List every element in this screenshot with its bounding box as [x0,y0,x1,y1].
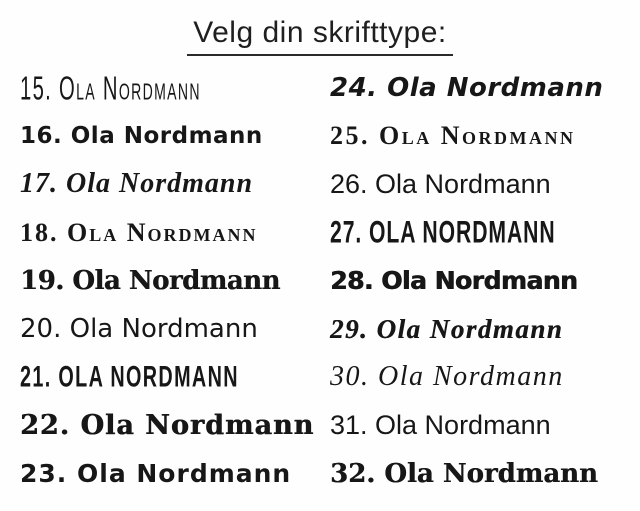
font-sample-22[interactable]: 22. Ola Nordmann [20,401,316,449]
font-sample-label: 22. Ola Nordmann [20,409,315,441]
font-sample-17[interactable]: 17. Ola Nordmann [20,160,316,208]
font-sample-label: 20. Ola Nordmann [20,314,258,345]
font-sample-label: 30. Ola Nordmann [330,361,564,393]
font-sample-25[interactable]: 25. Ola Nordmann [330,112,640,160]
font-sample-label: 27. OLA NORDMANN [330,214,556,250]
title-wrap: Velg din skrifttype: [0,0,640,56]
font-sample-18[interactable]: 18. Ola Nordmann [20,209,316,257]
font-sample-19[interactable]: 19. Ola Nordmann [20,257,316,305]
font-sample-31[interactable]: 31. Ola Nordmann [330,401,640,449]
font-sample-label: 18. Ola Nordmann [20,217,258,247]
font-sample-label: 31. Ola Nordmann [330,409,551,440]
font-sample-26[interactable]: 26. Ola Nordmann [330,160,640,208]
font-sample-label: 21. OLA NORDMANN [20,359,239,394]
font-sample-28[interactable]: 28. Ola Nordmann [330,257,640,305]
font-list-left-column: 15. Ola Nordmann 16. Ola Nordmann 17. Ol… [0,64,316,498]
font-sample-label: 15. Ola Nordmann [20,68,201,107]
font-sample-label: 26. Ola Nordmann [330,168,551,199]
font-sample-label: 25. Ola Nordmann [330,121,576,151]
page-title: Velg din skrifttype: [187,16,453,56]
font-sample-label: 29. Ola Nordmann [330,313,564,344]
font-list: 15. Ola Nordmann 16. Ola Nordmann 17. Ol… [0,56,640,498]
font-sample-16[interactable]: 16. Ola Nordmann [20,112,316,160]
font-sample-label: 32. Ola Nordmann [330,458,598,489]
font-sample-29[interactable]: 29. Ola Nordmann [330,305,640,353]
font-sample-label: 19. Ola Nordmann [20,265,280,296]
font-sample-24[interactable]: 24. Ola Nordmann [330,64,640,112]
font-sample-30[interactable]: 30. Ola Nordmann [330,353,640,401]
font-sample-label: 16. Ola Nordmann [20,123,263,150]
font-sample-32[interactable]: 32. Ola Nordmann [330,450,640,498]
font-sample-label: 28. Ola Nordmann [330,266,578,296]
font-sample-23[interactable]: 23. Ola Nordmann [20,450,316,498]
font-sample-27[interactable]: 27. OLA NORDMANN [330,209,640,257]
font-sample-15[interactable]: 15. Ola Nordmann [20,64,316,112]
font-list-right-column: 24. Ola Nordmann 25. Ola Nordmann 26. Ol… [316,64,640,498]
font-sample-label: 24. Ola Nordmann [330,73,604,104]
font-sample-label: 23. Ola Nordmann [20,459,292,489]
font-sample-label: 17. Ola Nordmann [20,168,254,200]
font-sample-20[interactable]: 20. Ola Nordmann [20,305,316,353]
font-sample-21[interactable]: 21. OLA NORDMANN [20,353,316,401]
